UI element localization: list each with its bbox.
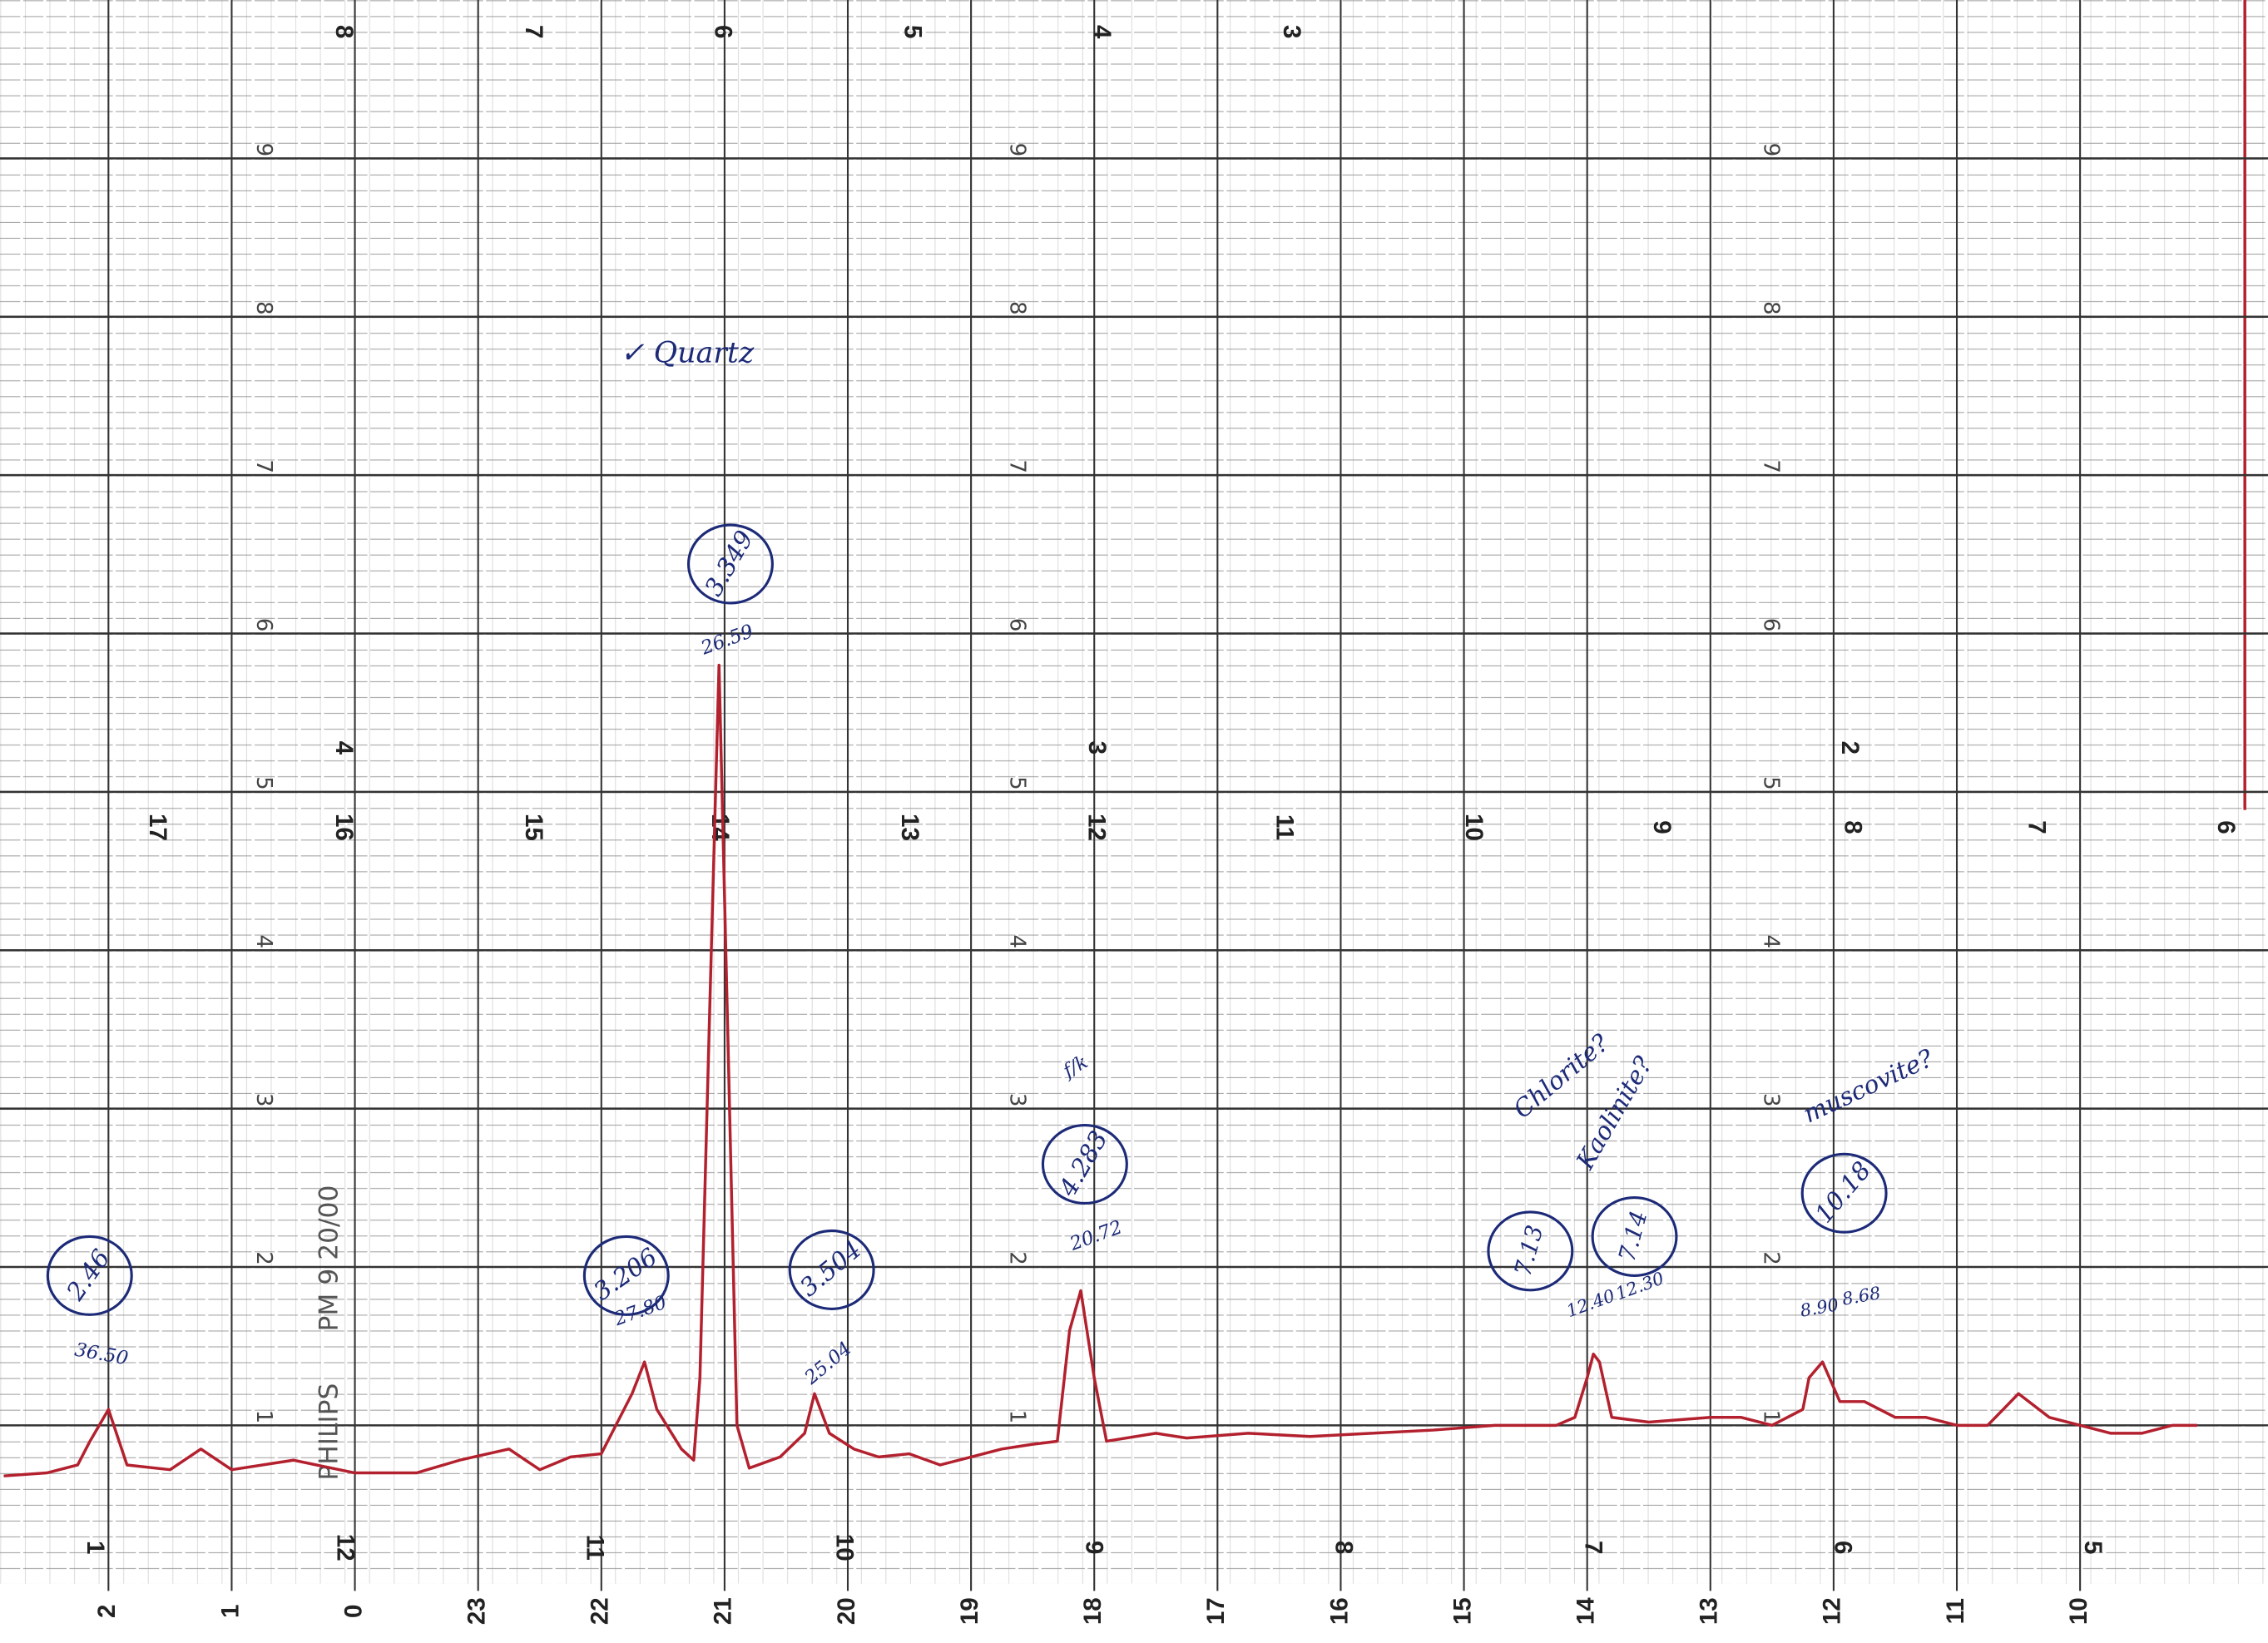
annotation-circle bbox=[788, 1229, 875, 1310]
x-tick-label: 21 bbox=[710, 1597, 737, 1625]
y-tick-label: 4 bbox=[1758, 935, 1783, 949]
paper-scale-label: 17 bbox=[144, 814, 171, 841]
x-tick-label: 15 bbox=[1448, 1597, 1476, 1625]
paper-scale-label: 1 bbox=[82, 1541, 109, 1554]
y-tick-label: 2 bbox=[1005, 1251, 1030, 1265]
x-tick-label: 16 bbox=[1325, 1597, 1353, 1625]
paper-scale-label: 8 bbox=[1839, 820, 1866, 834]
annotation-circle bbox=[582, 1235, 670, 1316]
y-tick-label: 5 bbox=[1758, 776, 1783, 790]
paper-scale-label: 2 bbox=[1836, 741, 1864, 755]
x-tick-label: 20 bbox=[833, 1597, 860, 1625]
paper-scale-label: 12 bbox=[1082, 814, 1110, 841]
annotation: ✓ Quartz bbox=[620, 336, 754, 369]
paper-scale-label: 7 bbox=[1580, 1541, 1607, 1554]
paper-scale-label: 4 bbox=[1088, 25, 1116, 39]
annotation-circle bbox=[1487, 1210, 1574, 1292]
paper-scale-label: 11 bbox=[1270, 814, 1298, 840]
paper-scale-label: 9 bbox=[1648, 820, 1676, 834]
paper-scale-label: 12 bbox=[331, 1534, 359, 1561]
annotation-circle bbox=[46, 1235, 133, 1316]
paper-scale-label: 6 bbox=[710, 25, 737, 38]
paper-scale-label: 5 bbox=[2079, 1541, 2107, 1554]
x-tick-label: 17 bbox=[1202, 1597, 1230, 1625]
trace bbox=[3, 663, 2197, 1477]
x-tick-label: 11 bbox=[1942, 1598, 1969, 1624]
y-tick-label: 3 bbox=[251, 1093, 276, 1107]
y-tick-label: 8 bbox=[1005, 301, 1030, 315]
paper-scale-label: 3 bbox=[1278, 25, 1305, 38]
x-tick-label: 19 bbox=[956, 1597, 983, 1625]
paper-scale-label: 6 bbox=[1830, 1541, 1857, 1554]
paper-scale-label: 6 bbox=[2212, 820, 2240, 834]
x-tick-label: 12 bbox=[1819, 1597, 1846, 1625]
x-tick-label: 1 bbox=[216, 1605, 244, 1618]
paper-scales: 1 1 12 2 23 3 34 4 45 5 56 6 67 7 78 8 89 9 92 1 0 23 22 21 20 19… bbox=[82, 25, 2240, 1625]
grid bbox=[0, 0, 2268, 1591]
x-tick-label: 18 bbox=[1079, 1597, 1107, 1625]
y-tick-label: 9 bbox=[1758, 143, 1783, 157]
paper-scale-label: 7 bbox=[2023, 820, 2050, 834]
paper-scale-label: 8 bbox=[330, 25, 358, 38]
y-tick-label: 1 bbox=[1005, 1410, 1030, 1424]
y-tick-label: 9 bbox=[1005, 143, 1030, 157]
paper-scale-label: 16 bbox=[330, 814, 358, 841]
paper-scale-label: 5 bbox=[899, 25, 926, 38]
line bbox=[3, 663, 2197, 1477]
y-tick-label: 6 bbox=[251, 618, 276, 632]
paper-scale-label: 10 bbox=[1460, 814, 1488, 841]
paper-scale-label: 10 bbox=[830, 1534, 858, 1561]
y-tick-label: 4 bbox=[251, 935, 276, 949]
paper-scale-label: 9 bbox=[1080, 1541, 1107, 1554]
x-tick-label: 23 bbox=[463, 1597, 490, 1625]
paper-scale-label: 8 bbox=[1330, 1541, 1358, 1554]
y-tick-label: 2 bbox=[1758, 1251, 1783, 1265]
x-tick-label: 13 bbox=[1696, 1597, 1723, 1625]
y-tick-label: 3 bbox=[1005, 1093, 1030, 1107]
annotation-circle bbox=[1800, 1152, 1888, 1234]
x-tick-label: 0 bbox=[339, 1605, 367, 1618]
annotation-circle bbox=[686, 523, 774, 605]
x-tick-label: 22 bbox=[587, 1597, 614, 1625]
y-tick-label: 8 bbox=[1758, 301, 1783, 315]
paper-scale-label: 4 bbox=[330, 741, 358, 755]
paper-scale-label: 3 bbox=[1083, 741, 1111, 755]
y-tick-label: 6 bbox=[1758, 618, 1783, 632]
paper-scale-label: 7 bbox=[520, 25, 547, 38]
y-tick-label: 8 bbox=[251, 301, 276, 315]
annotation-circle bbox=[1041, 1124, 1128, 1205]
paper-scale-label: 13 bbox=[896, 814, 924, 841]
y-tick-label: 6 bbox=[1005, 618, 1030, 632]
y-tick-label: 7 bbox=[251, 459, 276, 473]
x-tick-label: 10 bbox=[2065, 1597, 2092, 1625]
y-tick-label: 7 bbox=[1005, 459, 1030, 473]
y-tick-label: 5 bbox=[251, 776, 276, 790]
paper-scale-label: 14 bbox=[706, 814, 734, 841]
paper-scale-label: 15 bbox=[520, 814, 547, 841]
y-tick-label: 1 bbox=[1758, 1410, 1783, 1424]
y-tick-label: 3 bbox=[1758, 1093, 1783, 1107]
y-tick-label: 5 bbox=[1005, 776, 1030, 790]
y-tick-label: 4 bbox=[1005, 935, 1030, 949]
x-tick-label: 14 bbox=[1572, 1597, 1599, 1625]
paper-scale-label: 11 bbox=[581, 1535, 608, 1561]
y-tick-label: 2 bbox=[251, 1251, 276, 1265]
printed-mark: PM 9 20/00 bbox=[314, 1185, 344, 1332]
x-tick-label: 2 bbox=[93, 1605, 121, 1618]
y-tick-label: 7 bbox=[1758, 459, 1783, 473]
y-tick-label: 1 bbox=[251, 1410, 276, 1424]
annotation-circle bbox=[1591, 1195, 1678, 1277]
y-tick-label: 9 bbox=[251, 143, 276, 157]
